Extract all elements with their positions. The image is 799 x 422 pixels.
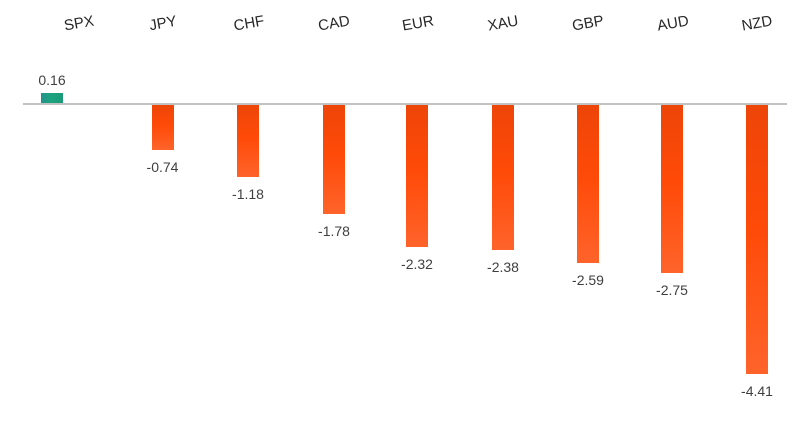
value-label-aud: -2.75 <box>656 282 688 298</box>
value-label-gbp: -2.59 <box>572 272 604 288</box>
value-label-eur: -2.32 <box>401 256 433 272</box>
bar-spx <box>41 93 63 103</box>
category-label-eur: EUR <box>400 12 436 35</box>
category-label-chf: CHF <box>232 12 266 35</box>
bar-gbp <box>577 105 599 263</box>
bar-aud <box>661 105 683 273</box>
value-label-spx: 0.16 <box>38 72 66 88</box>
bar-chf <box>237 105 259 177</box>
value-label-xau: -2.38 <box>487 259 519 275</box>
bar-jpy <box>151 105 174 150</box>
category-label-spx: SPX <box>62 12 96 35</box>
zero-axis-line <box>23 103 787 105</box>
category-label-cad: CAD <box>316 12 352 35</box>
category-label-aud: AUD <box>655 12 691 35</box>
bar-eur <box>406 105 428 247</box>
category-label-jpy: JPY <box>147 12 179 35</box>
bar-nzd <box>746 105 768 374</box>
category-label-xau: XAU <box>486 12 520 35</box>
value-label-chf: -1.18 <box>232 186 264 202</box>
bar-cad <box>323 105 345 214</box>
value-label-cad: -1.78 <box>318 223 350 239</box>
value-label-nzd: -4.41 <box>741 383 773 399</box>
value-label-jpy: -0.74 <box>146 159 179 175</box>
category-label-gbp: GBP <box>570 12 606 35</box>
bar-xau <box>492 105 514 250</box>
category-label-nzd: NZD <box>740 12 774 35</box>
